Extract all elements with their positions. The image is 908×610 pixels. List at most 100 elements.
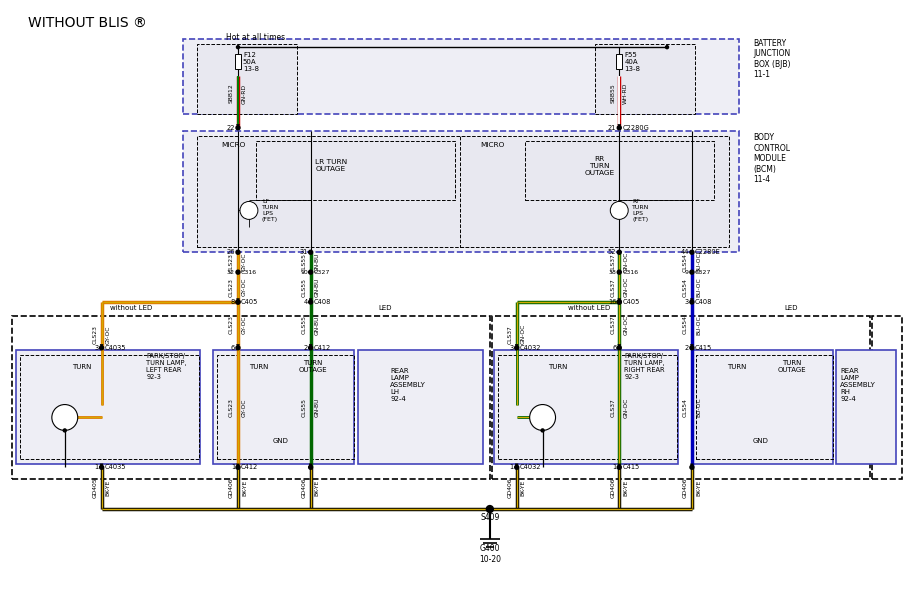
Text: C4035: C4035 [104, 345, 126, 351]
Text: C412: C412 [241, 464, 258, 470]
Text: TURN
OUTAGE: TURN OUTAGE [777, 361, 805, 373]
Circle shape [690, 270, 694, 274]
Circle shape [100, 465, 104, 469]
Text: WITHOUT BLIS ®: WITHOUT BLIS ® [28, 16, 147, 30]
Text: CLS37: CLS37 [508, 325, 513, 344]
Text: C415: C415 [622, 464, 639, 470]
Bar [183, 39, 739, 114]
Circle shape [666, 46, 668, 49]
Bar [359, 350, 483, 464]
Text: TURN: TURN [72, 364, 92, 370]
Text: GN-BU: GN-BU [315, 253, 320, 272]
Text: 16: 16 [607, 299, 617, 305]
Text: CLS54: CLS54 [683, 278, 688, 296]
Text: BU-OC: BU-OC [696, 253, 701, 272]
Text: CLS54: CLS54 [683, 315, 688, 334]
Text: GND: GND [753, 439, 768, 444]
Text: 4: 4 [303, 299, 308, 305]
Circle shape [236, 300, 240, 304]
Text: GY-OC: GY-OC [242, 278, 247, 296]
Bar [197, 136, 466, 247]
Text: GY-OC: GY-OC [242, 316, 247, 334]
Text: G400
10-20: G400 10-20 [479, 544, 501, 564]
Text: GD406: GD406 [229, 478, 234, 498]
Bar [183, 131, 739, 253]
Text: S409: S409 [480, 512, 499, 522]
Text: 1: 1 [94, 464, 99, 470]
Text: Hot at all times: Hot at all times [226, 33, 285, 41]
Text: 2: 2 [303, 345, 308, 351]
Circle shape [690, 250, 694, 254]
Text: 6: 6 [231, 345, 235, 351]
Text: PARK/STOP/
TURN LAMP,
RIGHT REAR
92-3: PARK/STOP/ TURN LAMP, RIGHT REAR 92-3 [624, 353, 665, 380]
Text: BODY
CONTROL
MODULE
(BCM)
11-4: BODY CONTROL MODULE (BCM) 11-4 [754, 134, 791, 184]
Text: GN-BU: GN-BU [315, 398, 320, 417]
Text: 1: 1 [231, 464, 235, 470]
Circle shape [487, 506, 493, 512]
Text: 2: 2 [685, 345, 689, 351]
Text: CLS55: CLS55 [301, 398, 307, 417]
Circle shape [617, 346, 621, 350]
Text: BATTERY
JUNCTION
BOX (BJB)
11-1: BATTERY JUNCTION BOX (BJB) 11-1 [754, 39, 791, 79]
Text: 3: 3 [94, 345, 99, 351]
Text: LR TURN
OUTAGE: LR TURN OUTAGE [314, 159, 347, 172]
Text: TURN
OUTAGE: TURN OUTAGE [299, 361, 327, 373]
Circle shape [236, 126, 240, 130]
Text: GY-OC: GY-OC [242, 253, 247, 271]
Circle shape [617, 300, 621, 304]
Text: LED: LED [785, 305, 798, 311]
Circle shape [610, 201, 628, 220]
Bar [256, 141, 455, 201]
Text: CLS37: CLS37 [610, 278, 616, 296]
Text: 32: 32 [227, 270, 235, 274]
Text: GY-OC: GY-OC [105, 325, 111, 343]
Text: GN-BU: GN-BU [315, 315, 320, 335]
Text: C4032: C4032 [519, 345, 541, 351]
Text: without LED: without LED [568, 305, 610, 311]
Text: SBB12: SBB12 [229, 84, 234, 103]
Text: CLS55: CLS55 [301, 315, 307, 334]
Bar [235, 54, 241, 69]
Text: GND: GND [273, 439, 289, 444]
Text: WH-RD: WH-RD [623, 83, 628, 104]
Text: C408: C408 [695, 299, 712, 305]
Text: REAR
LAMP
ASSEMBLY
LH
92-4: REAR LAMP ASSEMBLY LH 92-4 [390, 368, 426, 401]
Text: C405: C405 [622, 299, 639, 305]
Text: C2280E: C2280E [695, 249, 721, 255]
Circle shape [617, 126, 621, 130]
Text: BK-YE: BK-YE [105, 480, 111, 497]
Text: CLS23: CLS23 [229, 253, 234, 271]
Circle shape [236, 300, 240, 304]
Text: CLS55: CLS55 [301, 278, 307, 296]
Bar [20, 355, 199, 459]
Text: BU-OC: BU-OC [696, 398, 701, 417]
Bar [692, 350, 834, 464]
Circle shape [617, 250, 621, 254]
Text: CLS23: CLS23 [229, 278, 234, 296]
Circle shape [236, 46, 240, 49]
Text: 33: 33 [608, 270, 617, 274]
Circle shape [64, 429, 66, 432]
Circle shape [240, 201, 258, 220]
Circle shape [52, 404, 78, 431]
Text: C316: C316 [622, 270, 638, 274]
Text: GY-OC: GY-OC [242, 398, 247, 417]
Circle shape [100, 346, 104, 350]
Text: 31: 31 [300, 249, 308, 255]
Text: GN-OC: GN-OC [623, 277, 628, 297]
Text: C2280G: C2280G [622, 125, 649, 131]
Text: CLS37: CLS37 [610, 315, 616, 334]
Bar [494, 350, 678, 464]
Text: BU-OC: BU-OC [696, 278, 701, 297]
Text: GN-BU: GN-BU [315, 278, 320, 297]
Text: REAR
LAMP
ASSEMBLY
RH
92-4: REAR LAMP ASSEMBLY RH 92-4 [840, 368, 876, 401]
Bar [492, 316, 870, 479]
Text: C316: C316 [241, 270, 257, 274]
Text: C408: C408 [313, 299, 331, 305]
Bar [12, 316, 489, 479]
Text: GN-OC: GN-OC [623, 252, 628, 272]
Text: 10: 10 [300, 270, 308, 274]
Circle shape [309, 465, 312, 469]
Circle shape [617, 300, 621, 304]
Text: BU-OC: BU-OC [696, 315, 701, 335]
